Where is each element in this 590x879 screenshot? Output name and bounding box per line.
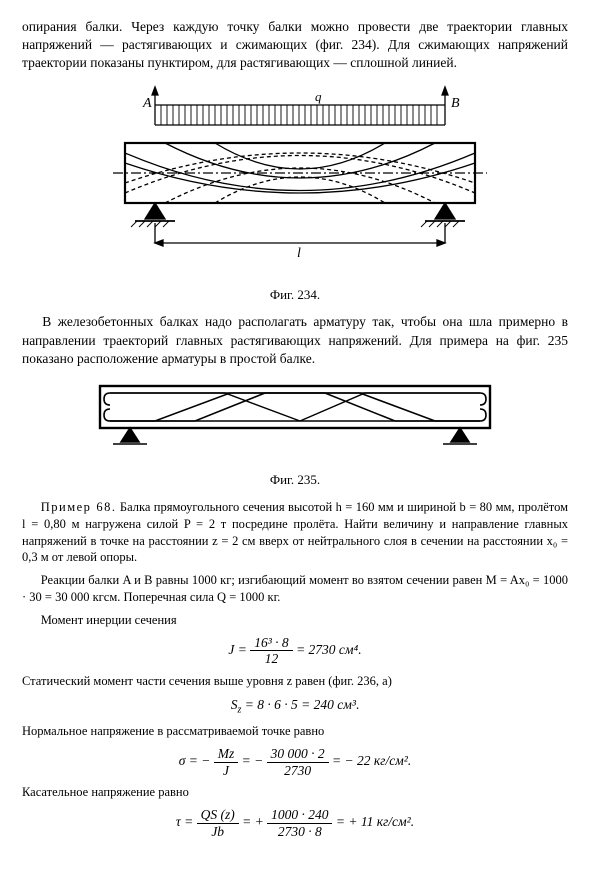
figure-234: A B q l: [22, 83, 568, 278]
example-p3: Момент инерции сечения: [22, 612, 568, 629]
example-p4: Статический момент части сечения выше ур…: [22, 673, 568, 690]
example-head: Пример 68.: [41, 500, 117, 514]
para-2: В железобетонных балках надо располагать…: [22, 313, 568, 368]
fig235-caption: Фиг. 235.: [22, 471, 568, 489]
equation-j: J = 16³ · 812 = 2730 см⁴.: [22, 635, 568, 667]
fig234-label-b: B: [451, 96, 460, 111]
fig234-label-q: q: [315, 89, 322, 104]
fig234-caption: Фиг. 234.: [22, 286, 568, 304]
fig235-svg: [75, 378, 515, 458]
figure-235: [22, 378, 568, 463]
equation-sigma: σ = − MzJ = − 30 000 · 22730 = − 22 кг/с…: [22, 746, 568, 778]
fig234-svg: A B q l: [85, 83, 505, 273]
example-p2: Реакции балки A и B равны 1000 кг; изгиб…: [22, 572, 568, 606]
fig234-label-l: l: [297, 246, 301, 261]
equation-tau: τ = QS (z)Jb = + 1000 · 2402730 · 8 = + …: [22, 807, 568, 839]
para-1: опирания балки. Через каждую точку балки…: [22, 18, 568, 73]
example-p1: Пример 68. Балка прямоугольного сечения …: [22, 499, 568, 567]
example-p6: Касательное напряжение равно: [22, 784, 568, 801]
example-p5: Нормальное напряжение в рассматриваемой …: [22, 723, 568, 740]
equation-sz: Sz = 8 · 6 · 5 = 240 см³.: [22, 696, 568, 717]
fig234-label-a: A: [142, 96, 152, 111]
